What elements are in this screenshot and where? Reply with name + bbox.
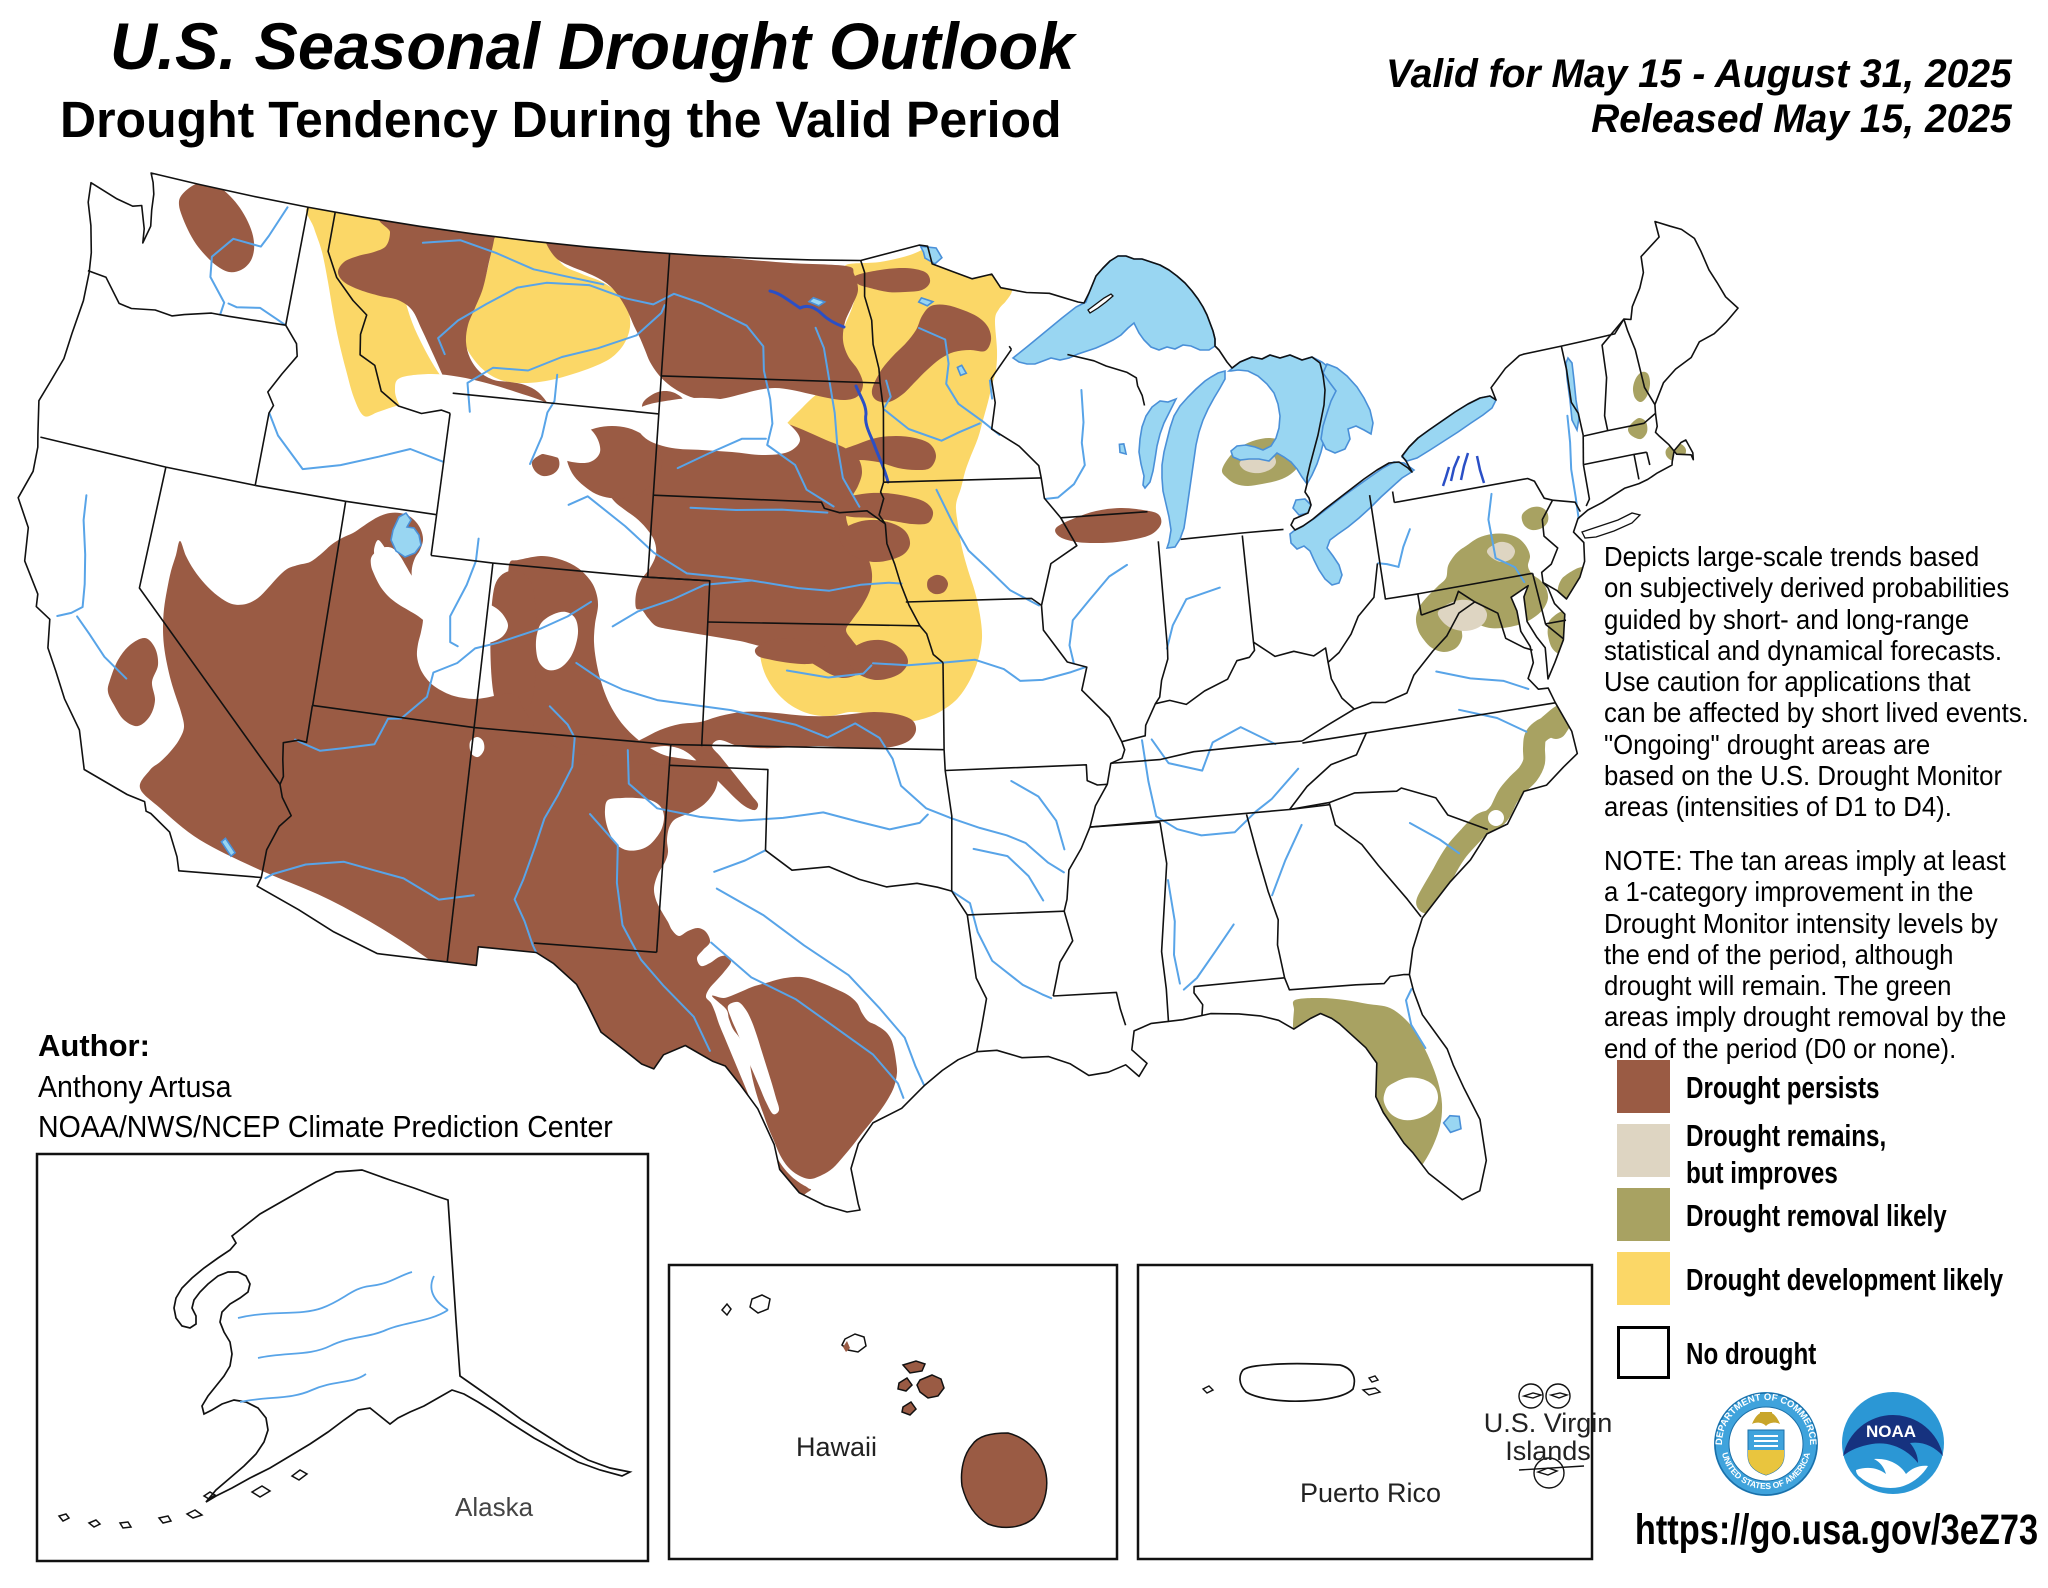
- svg-text:Hawaii: Hawaii: [796, 1432, 877, 1462]
- svg-text:Islands: Islands: [1505, 1436, 1591, 1466]
- svg-text:U.S. Virgin: U.S. Virgin: [1484, 1408, 1613, 1438]
- svg-text:Alaska: Alaska: [455, 1492, 534, 1522]
- svg-text:NOAA: NOAA: [1866, 1422, 1916, 1441]
- svg-text:Puerto Rico: Puerto Rico: [1300, 1478, 1441, 1508]
